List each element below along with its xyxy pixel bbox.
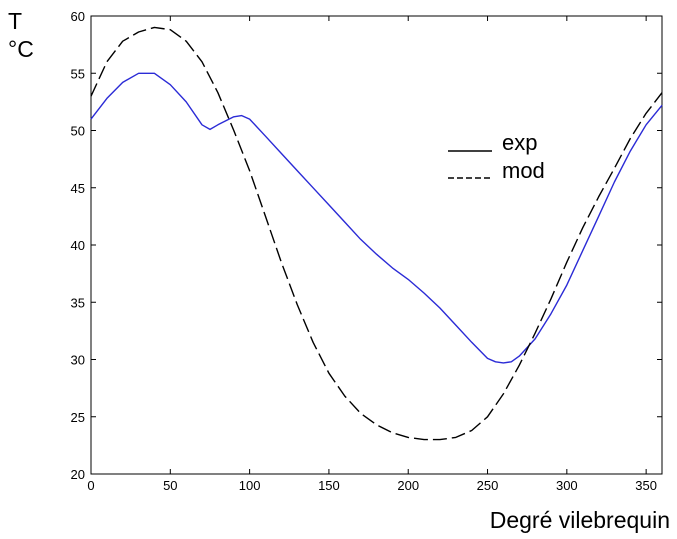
- x-axis-label: Degré vilebrequin: [490, 507, 670, 533]
- series-layer: [90, 26, 663, 441]
- x-tick-label: 150: [318, 478, 340, 493]
- y-tick-label: 35: [71, 295, 85, 310]
- y-tick-label: 30: [71, 353, 85, 368]
- ticks-layer: 0 50 100 150 200 250 300 350 20 25 30 35 40 45 50 55 60: [71, 9, 662, 493]
- x-tick-label: 100: [239, 478, 261, 493]
- y-tick-label: 25: [71, 410, 85, 425]
- legend: exp mod: [448, 130, 545, 183]
- plot-area: 0 50 100 150 200 250 300 350 20 25 30 35 40 45 50 55 60: [71, 9, 663, 493]
- x-tick-label: 300: [556, 478, 578, 493]
- series-line-exp: [90, 72, 663, 364]
- x-tick-label: 50: [163, 478, 177, 493]
- y-axis-label-line2: °C: [8, 36, 34, 62]
- plot-frame: [90, 15, 663, 475]
- x-tick-label: 0: [87, 478, 94, 493]
- y-axis-label-line1: T: [8, 8, 22, 34]
- series-line-mod: [90, 26, 663, 441]
- x-tick-label: 350: [635, 478, 657, 493]
- y-tick-label: 50: [71, 124, 85, 139]
- y-tick-label: 40: [71, 238, 85, 253]
- legend-label-mod: mod: [502, 158, 545, 183]
- y-tick-label: 45: [71, 181, 85, 196]
- x-tick-label: 250: [477, 478, 499, 493]
- x-tick-label: 200: [397, 478, 419, 493]
- legend-label-exp: exp: [502, 130, 537, 155]
- y-tick-label: 60: [71, 9, 85, 24]
- y-tick-label: 55: [71, 66, 85, 81]
- y-tick-label: 20: [71, 467, 85, 482]
